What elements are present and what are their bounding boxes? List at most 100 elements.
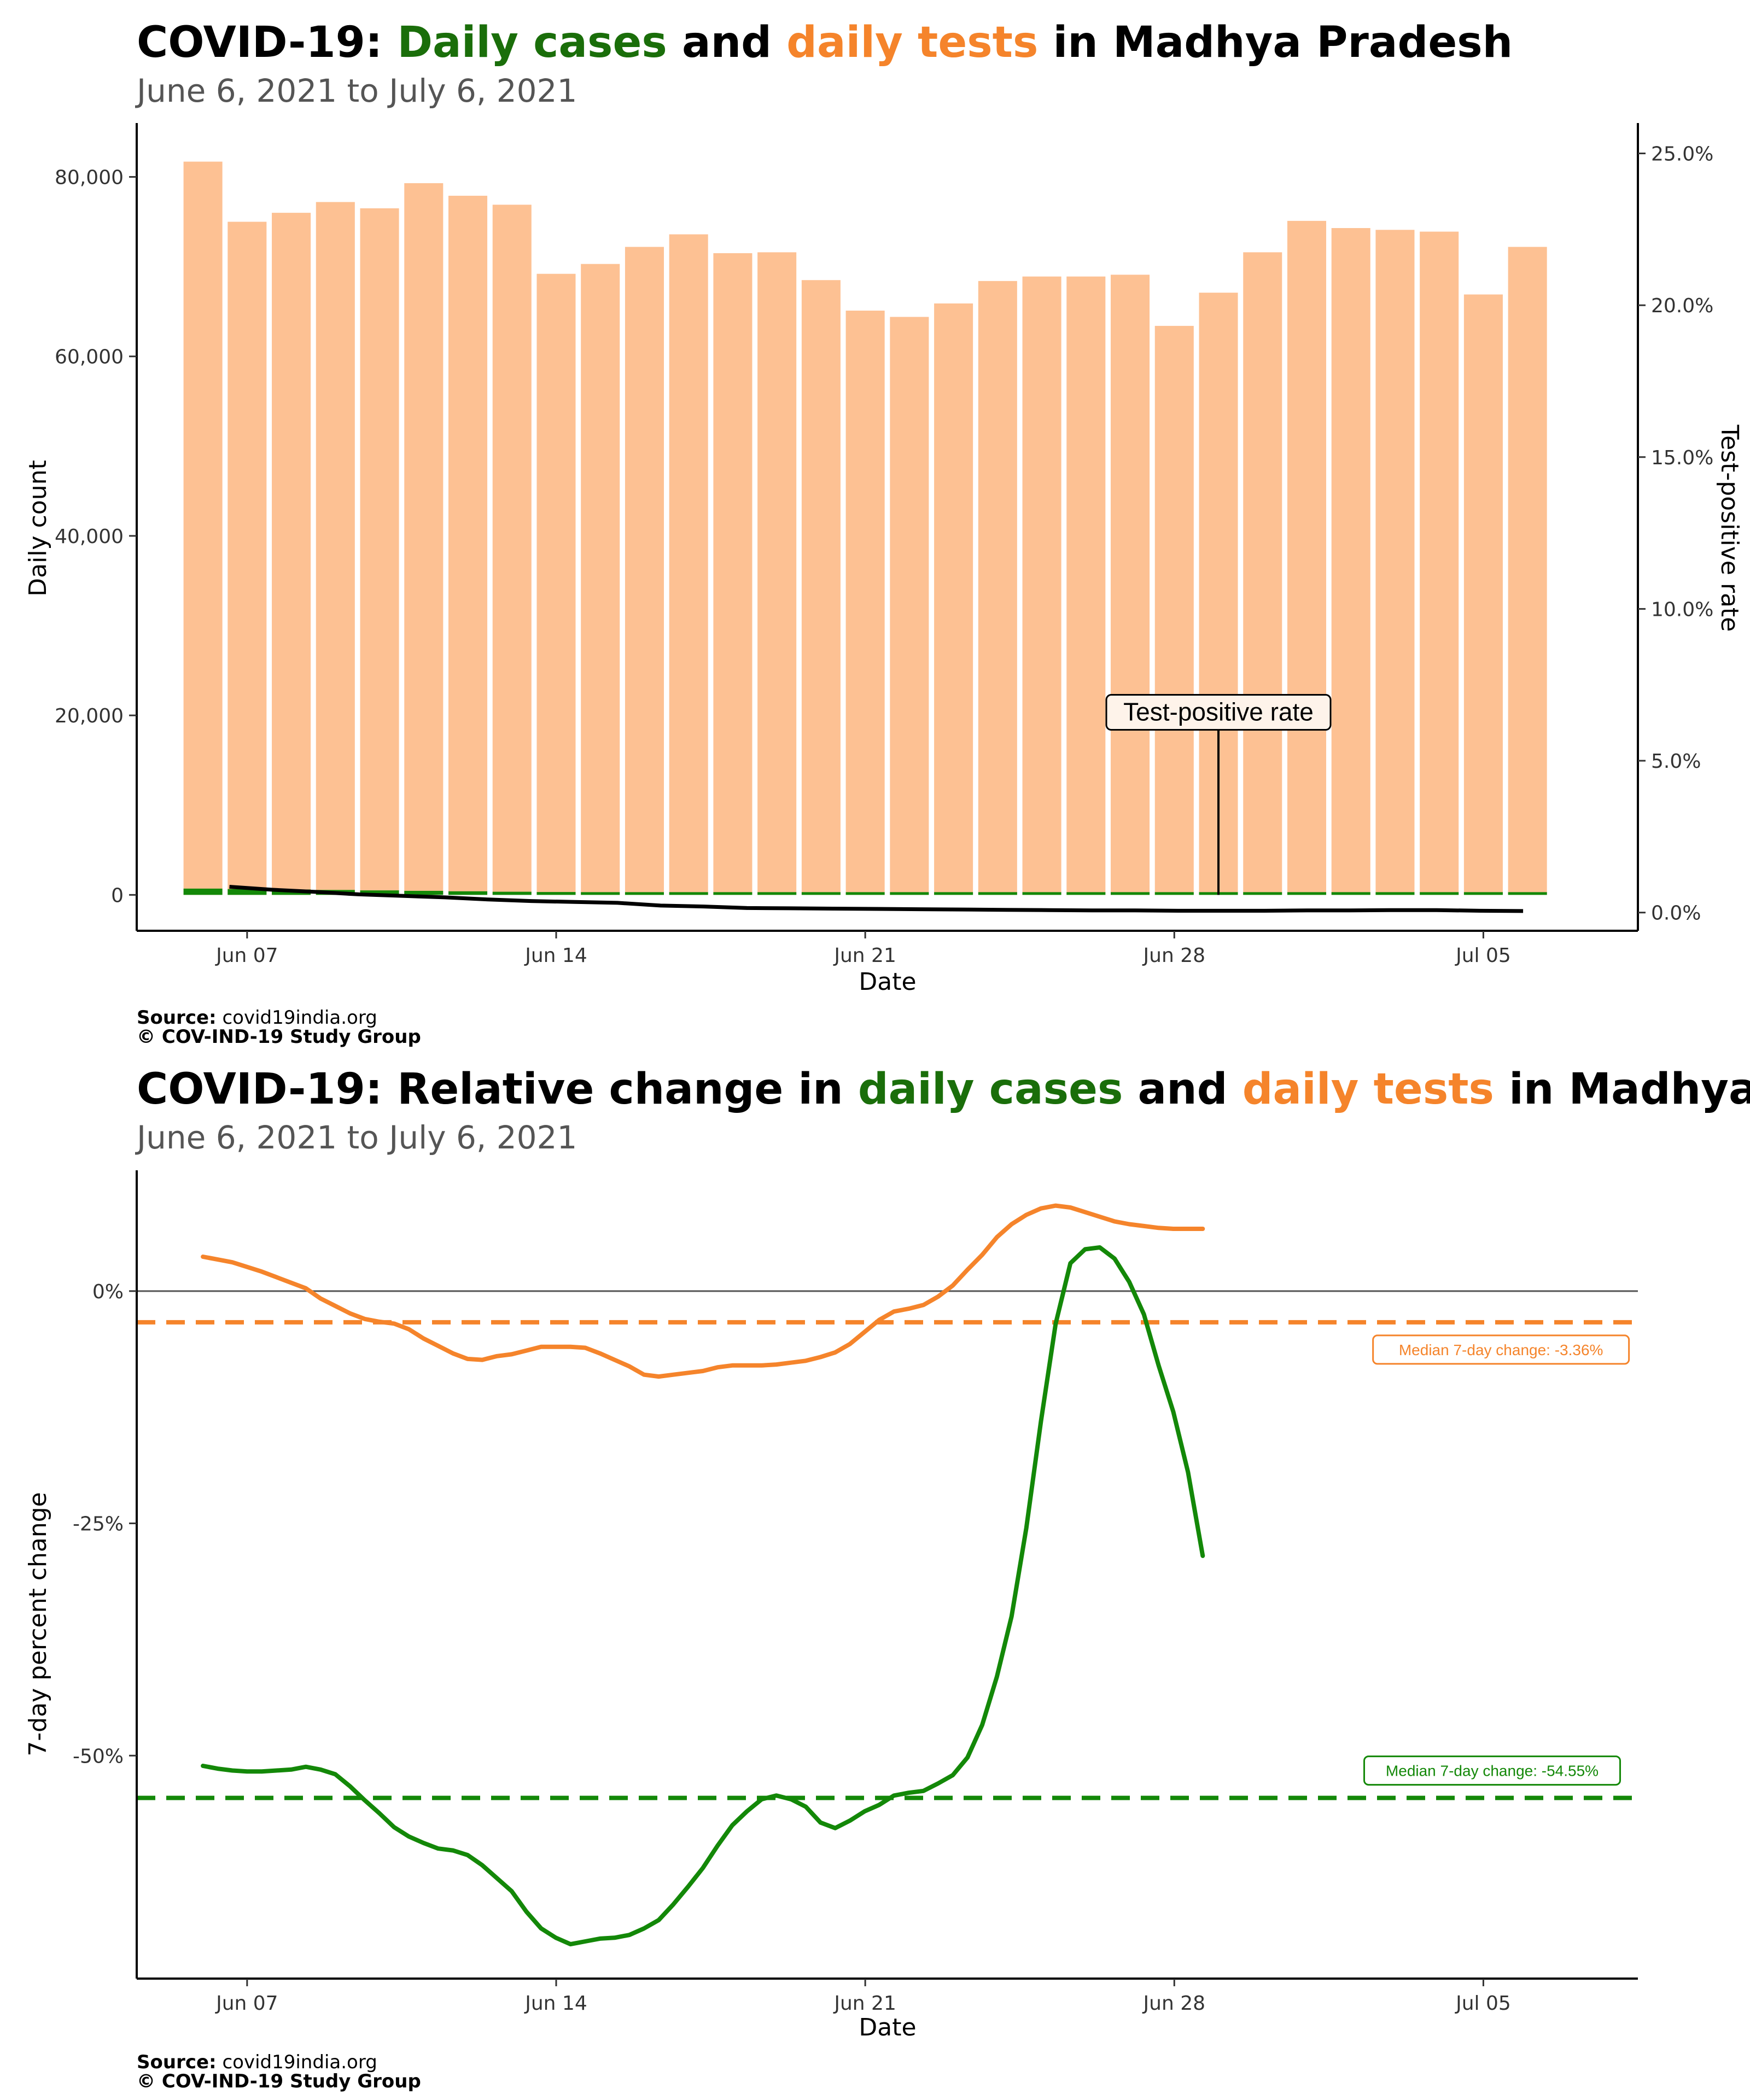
tests-bar <box>492 205 532 895</box>
y-tick-label: 20,000 <box>55 705 124 727</box>
cases-bar <box>713 892 752 895</box>
chart1-title-suffix: in Madhya Pradesh <box>1038 18 1513 67</box>
cases-bar <box>890 892 929 895</box>
y2-tick-label: 5.0% <box>1651 750 1701 773</box>
cases-bar <box>1066 892 1106 895</box>
cases-bar <box>183 888 223 895</box>
y2-tick-label: 0.0% <box>1651 902 1701 925</box>
chart1-axes <box>136 123 1639 932</box>
cases-bar <box>228 889 267 895</box>
x-tick-label: Jun 28 <box>1142 1992 1206 2015</box>
y-tick-label: 80,000 <box>55 166 124 189</box>
tests-bar <box>1463 294 1503 895</box>
tests-bar <box>228 221 267 895</box>
tests-change-line <box>201 1203 1205 1379</box>
y2-tick-label: 10.0% <box>1651 598 1713 621</box>
tests-median-label: Median 7-day change: -3.36% <box>1399 1341 1603 1358</box>
y-tick-label: -25% <box>73 1513 124 1536</box>
tests-bar <box>1066 276 1106 895</box>
chart1-y2-axis-label: Test-positive rate <box>1716 424 1743 632</box>
cases-bar <box>1508 892 1547 895</box>
tests-bar <box>1287 220 1327 895</box>
chart2-y-axis-label: 7-day percent change <box>24 1492 52 1756</box>
cases-bar <box>1420 892 1459 895</box>
tests-bar <box>845 310 885 895</box>
annotation-box <box>1105 694 1332 731</box>
cases-bar <box>1022 892 1061 895</box>
x-tick-label: Jun 21 <box>833 1992 896 2015</box>
chart2-y-ticks: 0% -25% -50% <box>73 1281 137 1768</box>
chart2-lines <box>201 1203 1205 1947</box>
cases-bar <box>581 892 620 895</box>
y2-tick-label: 15.0% <box>1651 447 1713 469</box>
tests-bar <box>890 317 929 895</box>
x-tick-label: Jun 07 <box>215 944 278 967</box>
chart-daily-cases-tests: COVID-19: Daily cases and daily tests in… <box>24 18 1743 1048</box>
cases-bar <box>978 892 1017 895</box>
chart2-axes <box>136 1170 1638 1980</box>
chart2-title-tests: daily tests <box>1242 1065 1494 1114</box>
chart1-bars <box>183 161 1547 895</box>
tests-bar <box>934 303 973 895</box>
chart2-source-label: Source: <box>137 2051 217 2073</box>
x-tick-label: Jul 05 <box>1455 1992 1511 2015</box>
tests-bar <box>581 264 620 895</box>
chart1-y-axis-label: Daily count <box>24 460 52 596</box>
cases-bar <box>669 892 708 895</box>
cases-change-line <box>201 1245 1205 1947</box>
tests-bar <box>272 213 311 895</box>
y-tick-label: 60,000 <box>55 346 124 369</box>
cases-bar <box>1331 892 1370 895</box>
tests-bar <box>360 208 399 895</box>
cases-bar <box>1463 892 1503 895</box>
tests-bar <box>669 234 708 895</box>
cases-bar <box>1287 892 1327 895</box>
cases-bar <box>934 892 973 895</box>
chart2-title-suffix: in Madhya Pradesh <box>1494 1065 1750 1114</box>
cases-bar <box>801 892 841 895</box>
chart1-subtitle: June 6, 2021 to July 6, 2021 <box>135 72 577 109</box>
chart2-source: Source: covid19india.org <box>137 2051 377 2073</box>
chart1-lines <box>229 885 1524 913</box>
tests-bar <box>316 202 355 895</box>
cases-bar <box>625 892 664 895</box>
tests-bar <box>1111 275 1150 895</box>
chart1-y-ticks: 0 20,000 40,000 60,000 80,000 <box>55 166 137 907</box>
cases-median-label: Median 7-day change: -54.55% <box>1386 1763 1599 1780</box>
tests-bar <box>713 253 752 895</box>
chart2-reference-lines <box>137 1290 1638 1800</box>
y2-tick-label: 20.0% <box>1651 295 1713 317</box>
cases-bar <box>492 891 532 895</box>
cases-bar <box>1243 892 1282 895</box>
cases-bar <box>1111 892 1150 895</box>
tests-bar <box>1508 247 1547 895</box>
chart2-subtitle: June 6, 2021 to July 6, 2021 <box>135 1119 577 1156</box>
tests-bar <box>801 280 841 895</box>
chart1-title-cases: Daily cases <box>397 18 667 67</box>
cases-bar <box>404 890 444 895</box>
tests-bar <box>183 161 223 895</box>
chart1-title: COVID-19: Daily cases and daily tests in… <box>137 18 1513 67</box>
x-tick-label: Jun 07 <box>215 1992 278 2015</box>
x-tick-label: Jun 14 <box>524 1992 587 2015</box>
tests-bar <box>1022 276 1061 895</box>
cases-bar <box>448 891 488 895</box>
tests-bar <box>536 273 576 895</box>
cases-median-label-box <box>1363 1755 1621 1786</box>
y-tick-label: -50% <box>73 1745 124 1768</box>
chart2-source-value: covid19india.org <box>222 2051 377 2073</box>
cases-bar <box>536 892 576 895</box>
annotation-label: Test-positive rate <box>1123 698 1314 726</box>
cases-bar <box>360 890 399 895</box>
tests-bar <box>404 183 444 895</box>
chart1-title-tests: daily tests <box>786 18 1038 67</box>
chart-relative-change: COVID-19: Relative change in daily cases… <box>24 1065 1750 2092</box>
y-tick-label: 40,000 <box>55 526 124 548</box>
chart2-title-middle: and <box>1123 1065 1242 1114</box>
cases-bar <box>845 892 885 895</box>
tests-bar <box>1331 228 1370 895</box>
chart2-title-prefix: COVID-19: Relative change in <box>137 1065 858 1114</box>
chart1-source-label: Source: <box>137 1007 217 1029</box>
x-tick-label: Jun 28 <box>1142 944 1206 967</box>
